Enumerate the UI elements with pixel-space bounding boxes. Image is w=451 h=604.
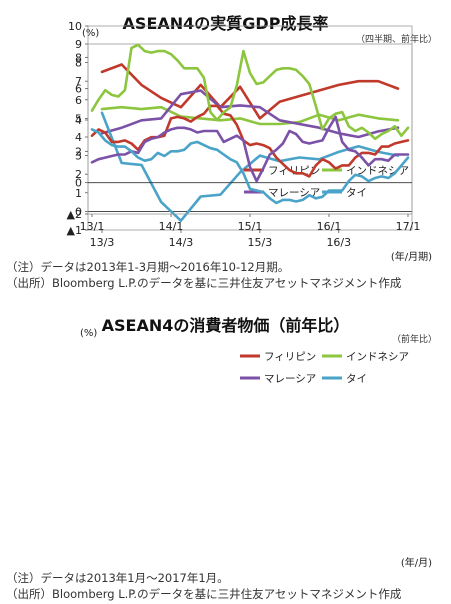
x-tick-label: 13/3: [90, 236, 115, 249]
y-tick-label: 0: [75, 205, 82, 218]
y-tick-label: ▲1: [67, 224, 82, 237]
legend-label: インドネシア: [346, 351, 409, 363]
y-tick-label: ▲2: [67, 208, 82, 221]
y-tick-label: 0: [75, 177, 82, 190]
x-unit-label: (年/月): [401, 556, 432, 569]
y-tick-label: 6: [75, 83, 82, 96]
x-tick-label: 16/3: [326, 236, 351, 249]
y-tick-label: 10: [68, 20, 82, 33]
series-line-4: [90, 128, 410, 205]
chart1-note: （注）データは2013年1-3月期～2016年10-12月期。: [6, 260, 290, 274]
y-tick-label: 5: [75, 112, 82, 125]
y-unit-label: (%): [82, 28, 99, 39]
chart2-source: （出所）Bloomberg L.P.のデータを基に三井住友アセットマネジメント作…: [6, 587, 402, 601]
y-tick-label: 2: [75, 145, 82, 158]
series-line-2: [100, 105, 400, 126]
chart1-title: ASEAN4の実質GDP成長率: [122, 14, 329, 33]
x-tick-label: 16/1: [317, 220, 342, 233]
y-tick-label: 9: [75, 38, 82, 51]
x-tick-label: 15/1: [238, 220, 263, 233]
y-tick-label: 7: [75, 75, 82, 88]
y-tick-label: 3: [75, 150, 82, 163]
y-tick-label: 6: [75, 94, 82, 107]
x-tick-label: 13/1: [80, 220, 105, 233]
series-line-1: [90, 104, 410, 178]
y-tick-label: 1: [75, 187, 82, 200]
series-line-2: [90, 43, 410, 141]
y-unit-label: (%): [80, 328, 97, 339]
chart2-subtitle: （前年比）: [391, 335, 437, 345]
y-tick-label: 2: [75, 168, 82, 181]
legend-label: タイ: [346, 187, 367, 199]
x-tick-label: 17/1: [396, 220, 421, 233]
legend-label: マレーシア: [264, 373, 316, 385]
x-unit-label: (年/月期): [391, 250, 432, 263]
legend-label: タイ: [346, 373, 367, 385]
chart1-subtitle: （四半期、前年比）: [355, 35, 437, 45]
x-tick-label: 14/3: [169, 236, 194, 249]
y-tick-label: 8: [75, 51, 82, 64]
chart1-source: （出所）Bloomberg L.P.のデータを基に三井住友アセットマネジメント作…: [6, 276, 402, 290]
chart2-note: （注）データは2013年1月～2017年1月。: [6, 571, 229, 585]
x-tick-label: 15/3: [248, 236, 273, 249]
series-line-3: [100, 89, 400, 139]
series-line-3: [90, 115, 410, 183]
y-tick-label: 4: [75, 114, 82, 127]
y-tick-label: 4: [75, 131, 82, 144]
x-tick-label: 14/1: [159, 220, 184, 233]
chart2-title: ASEAN4の消費者物価（前年比）: [101, 316, 350, 335]
legend-label: フィリピン: [264, 351, 316, 363]
series-line-1: [100, 63, 400, 120]
y-tick-label: 8: [75, 57, 82, 70]
